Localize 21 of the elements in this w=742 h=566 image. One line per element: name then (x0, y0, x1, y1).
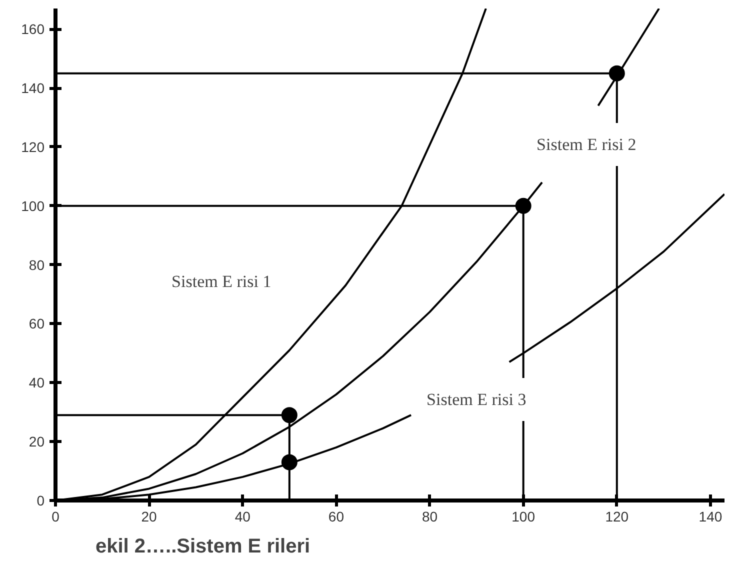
y-tick-label: 80 (28, 256, 45, 273)
y-tick-label: 120 (21, 138, 45, 155)
y-tick-label: 100 (21, 198, 45, 214)
x-tick-label: 80 (422, 508, 438, 524)
y-tick-label: 0 (36, 492, 45, 508)
annotation: Sistem E risi 3 (426, 390, 526, 409)
x-tick-label: 120 (605, 508, 629, 524)
x-tick-label: 60 (328, 508, 344, 524)
x-tick-label: 140 (698, 508, 722, 524)
annotation: Sistem E risi 2 (536, 135, 636, 154)
text: ekil 2…..Sistem E rileri (96, 536, 310, 558)
x-tick-label: 20 (141, 508, 158, 524)
y-tick-label: 140 (21, 80, 45, 96)
annotation: Sistem E risi 1 (172, 272, 272, 291)
y-tick-label: 20 (28, 434, 45, 450)
y-tick-label: 160 (21, 21, 45, 38)
x-tick-label: 0 (52, 508, 60, 524)
x-tick-label: 100 (512, 508, 536, 524)
y-tick-label: 60 (28, 316, 45, 332)
y-tick-label: 40 (28, 374, 45, 391)
x-tick-label: 40 (234, 508, 251, 524)
